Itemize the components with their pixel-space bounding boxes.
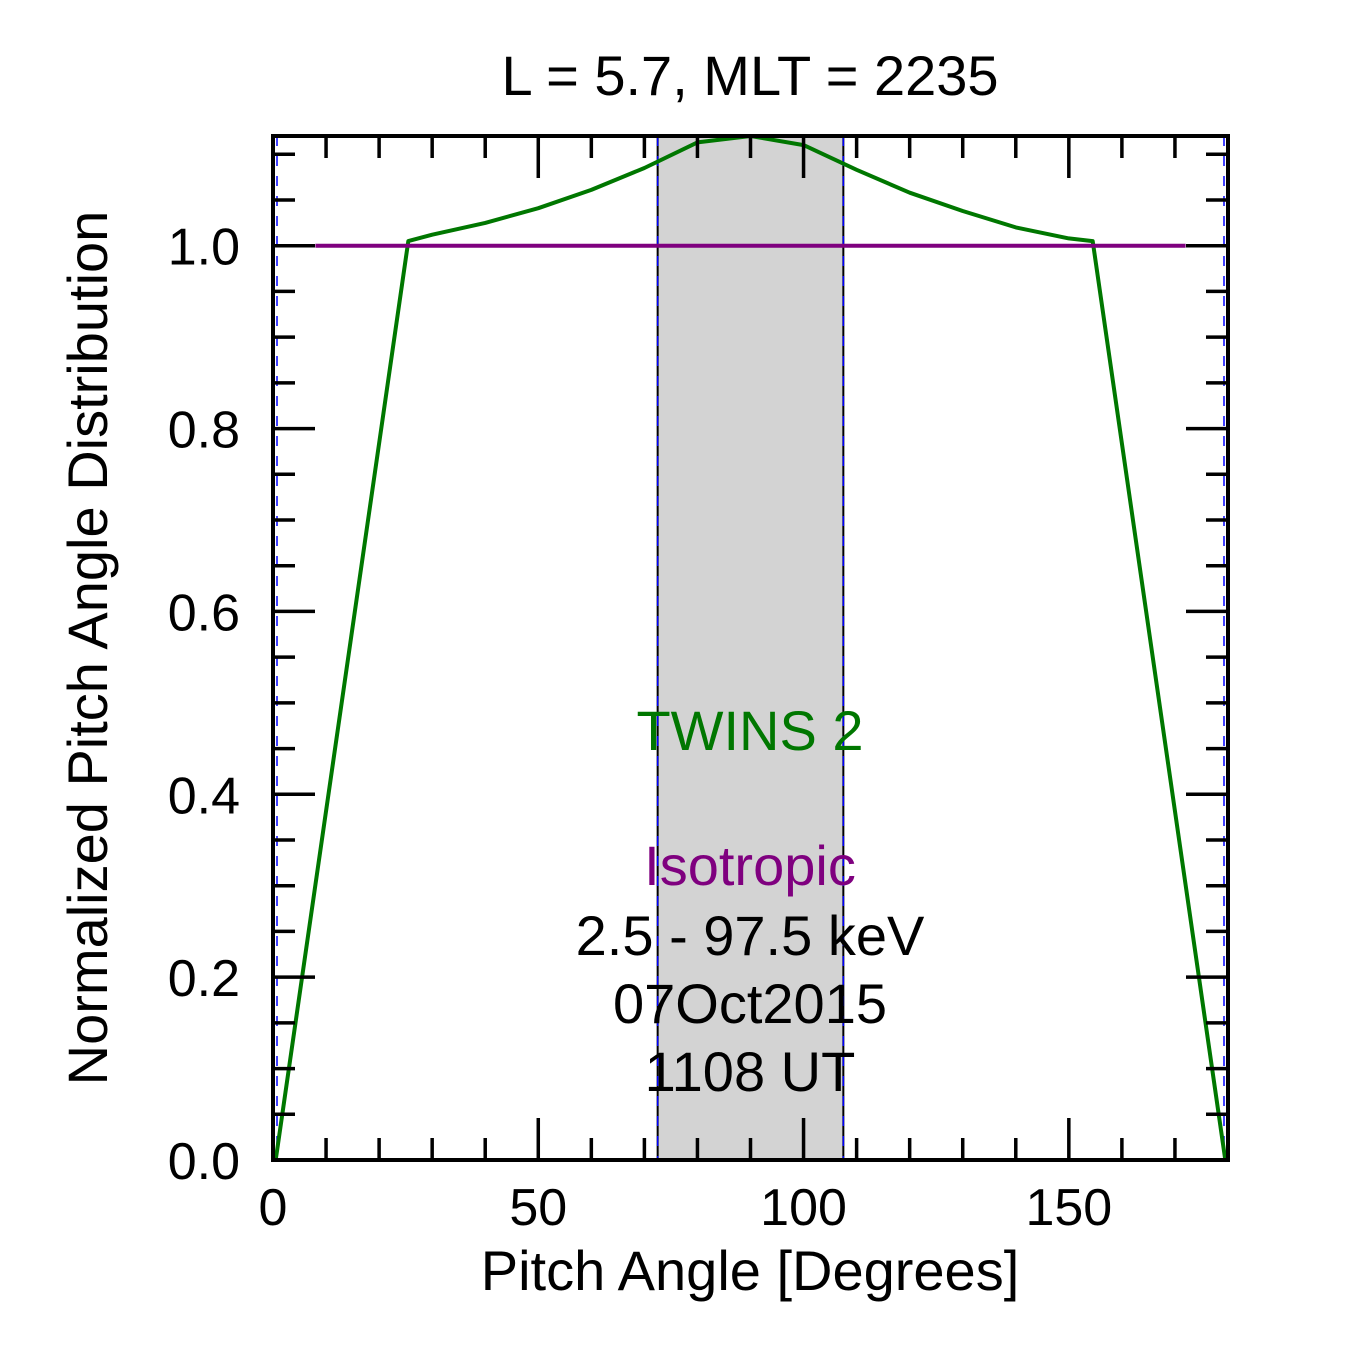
y-tick-label: 0.2 xyxy=(168,950,240,1008)
isotropic-label: Isotropic xyxy=(644,834,856,897)
y-tick-label: 1.0 xyxy=(168,219,240,277)
y-tick-label: 0.8 xyxy=(168,402,240,460)
x-axis-label: Pitch Angle [Degrees] xyxy=(481,1239,1020,1302)
y-tick-label: 0.4 xyxy=(168,767,240,825)
chart-title: L = 5.7, MLT = 2235 xyxy=(501,44,998,107)
x-tick-label: 0 xyxy=(259,1179,288,1237)
energy-range-label: 2.5 - 97.5 keV xyxy=(576,904,925,967)
twins-label: TWINS 2 xyxy=(636,699,863,762)
shaded-band-layer xyxy=(276,136,1225,1160)
y-axis-label: Normalized Pitch Angle Distribution xyxy=(56,211,119,1086)
axes-layer xyxy=(271,134,1230,1162)
tick-label-layer: 0 50 100 150 0.0 0.2 0.4 0.6 0.8 1.0 xyxy=(168,219,1113,1237)
y-tick-label: 0.6 xyxy=(168,584,240,642)
x-tick-label: 150 xyxy=(1025,1179,1112,1237)
x-tick-label: 100 xyxy=(760,1179,847,1237)
shaded-band xyxy=(657,136,844,1160)
y-tick-label: 0.0 xyxy=(168,1133,240,1191)
date-label: 07Oct2015 xyxy=(613,972,887,1035)
x-tick-label: 50 xyxy=(509,1179,567,1237)
time-label: 1108 UT xyxy=(645,1040,856,1103)
